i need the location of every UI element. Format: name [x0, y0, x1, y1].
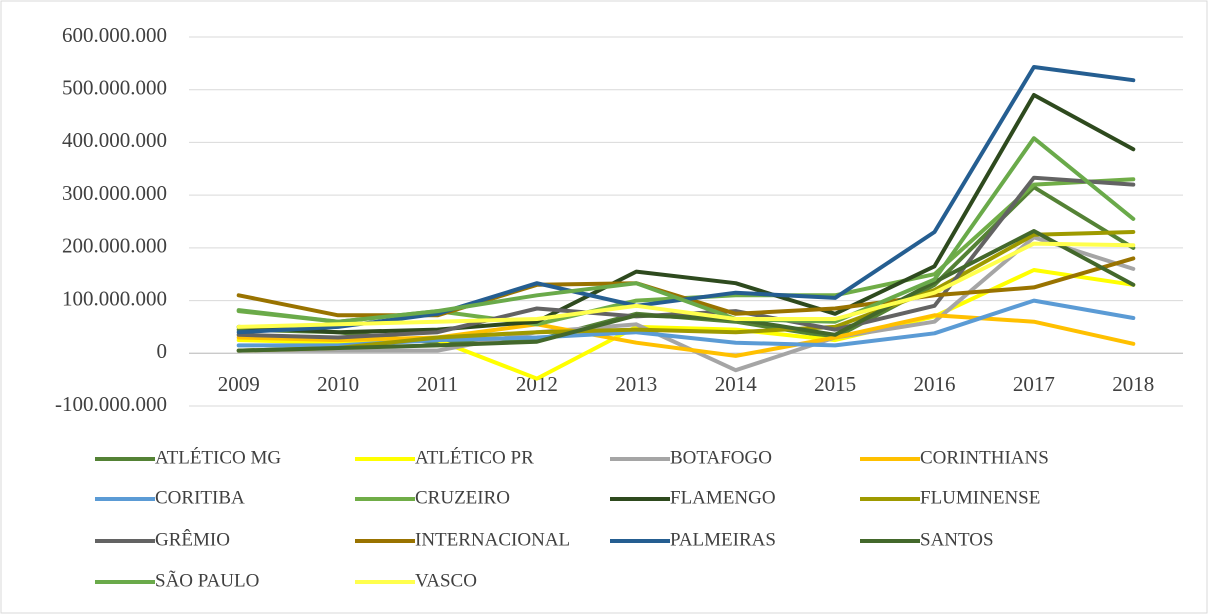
x-tick-label: 2015 [814, 372, 856, 396]
y-tick-label: 300.000.000 [62, 181, 167, 205]
legend-label: FLUMINENSE [920, 487, 1040, 508]
x-tick-label: 2014 [715, 372, 758, 396]
legend-label: INTERNACIONAL [415, 529, 570, 550]
y-tick-label: 0 [157, 339, 168, 363]
y-tick-label: 200.000.000 [62, 234, 167, 258]
x-tick-label: 2009 [218, 372, 260, 396]
y-tick-label: 100.000.000 [62, 286, 167, 310]
legend-label: CORITIBA [155, 487, 245, 508]
x-tick-label: 2012 [516, 372, 558, 396]
legend-label: VASCO [415, 570, 477, 591]
y-tick-label: 400.000.000 [62, 128, 167, 152]
x-tick-label: 2013 [615, 372, 657, 396]
series-line [236, 235, 1136, 373]
legend-label: CORINTHIANS [920, 447, 1049, 468]
x-tick-label: 2016 [914, 372, 956, 396]
series-line [236, 230, 1136, 353]
series-line [236, 241, 1136, 329]
x-tick-label: 2018 [1112, 372, 1154, 396]
legend-label: SANTOS [920, 529, 994, 550]
series-line [236, 136, 1136, 324]
legend-label: ATLÉTICO MG [155, 446, 281, 468]
x-tick-label: 2011 [417, 372, 458, 396]
y-tick-label: 500.000.000 [62, 76, 167, 100]
series-line [236, 229, 1136, 353]
x-tick-label: 2017 [1013, 372, 1055, 396]
legend-label: CRUZEIRO [415, 487, 510, 508]
series-line [236, 93, 1136, 335]
legend-label: SÃO PAULO [155, 569, 259, 591]
y-tick-label: -100.000.000 [55, 392, 167, 416]
legend-label: BOTAFOGO [670, 447, 772, 468]
legend-label: FLAMENGO [670, 487, 776, 508]
legend-label: ATLÉTICO PR [415, 446, 534, 468]
legend-label: GRÊMIO [155, 528, 230, 550]
x-tick-label: 2010 [317, 372, 359, 396]
legend-label: PALMEIRAS [670, 529, 776, 550]
y-tick-label: 600.000.000 [62, 23, 167, 47]
